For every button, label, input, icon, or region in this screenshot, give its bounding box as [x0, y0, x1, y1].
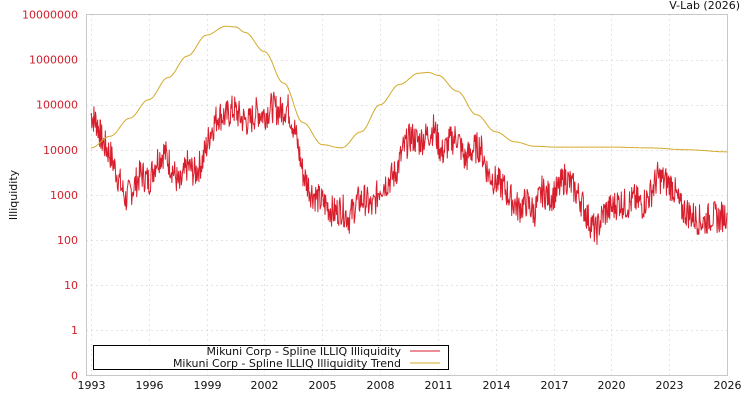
x-tick-label: 2020: [598, 379, 626, 392]
x-tick-label: 2002: [251, 379, 279, 392]
y-tick-label: 10: [64, 279, 78, 292]
legend-label-illiquidity: Mikuni Corp - Spline ILLIQ Illiquidity: [207, 345, 402, 358]
x-tick-label: 2014: [483, 379, 511, 392]
x-tick-label: 2017: [541, 379, 569, 392]
y-tick-label: 1000000: [29, 54, 78, 67]
x-tick-label: 1999: [194, 379, 222, 392]
x-tick-label: 2023: [656, 379, 684, 392]
x-tick-label: 2011: [425, 379, 453, 392]
y-tick-label: 10000000: [22, 9, 78, 22]
y-tick-label: 1: [71, 324, 78, 337]
y-tick-label: 0: [71, 370, 78, 383]
y-tick-label: 1000: [50, 189, 78, 202]
y-tick-label: 10000: [43, 144, 78, 157]
x-axis: 1993 1996 1999 2002 2005 2008 2011 2014 2017 2020…: [78, 379, 742, 392]
y-axis-label: Illiquidity: [7, 169, 20, 220]
x-tick-label: 1996: [136, 379, 164, 392]
x-tick-label: 1993: [78, 379, 106, 392]
y-tick-label: 100000: [36, 99, 78, 112]
x-tick-label: 2026: [714, 379, 742, 392]
plot-lines: [90, 25, 728, 245]
x-tick-label: 2008: [367, 379, 395, 392]
illiquidity-line: [90, 91, 728, 245]
illiquidity-trend-line: [90, 25, 728, 153]
credit-label: V-Lab (2026): [669, 0, 740, 12]
legend-box: [93, 345, 449, 370]
plot-frame: [86, 14, 728, 376]
y-tick-label: 100: [57, 234, 78, 247]
legend-label-illiquidity-trend: Mikuni Corp - Spline ILLIQ Illiquidity T…: [173, 357, 401, 370]
x-tick-label: 2005: [309, 379, 337, 392]
legend: Mikuni Corp - Spline ILLIQ Illiquidity M…: [93, 345, 449, 370]
